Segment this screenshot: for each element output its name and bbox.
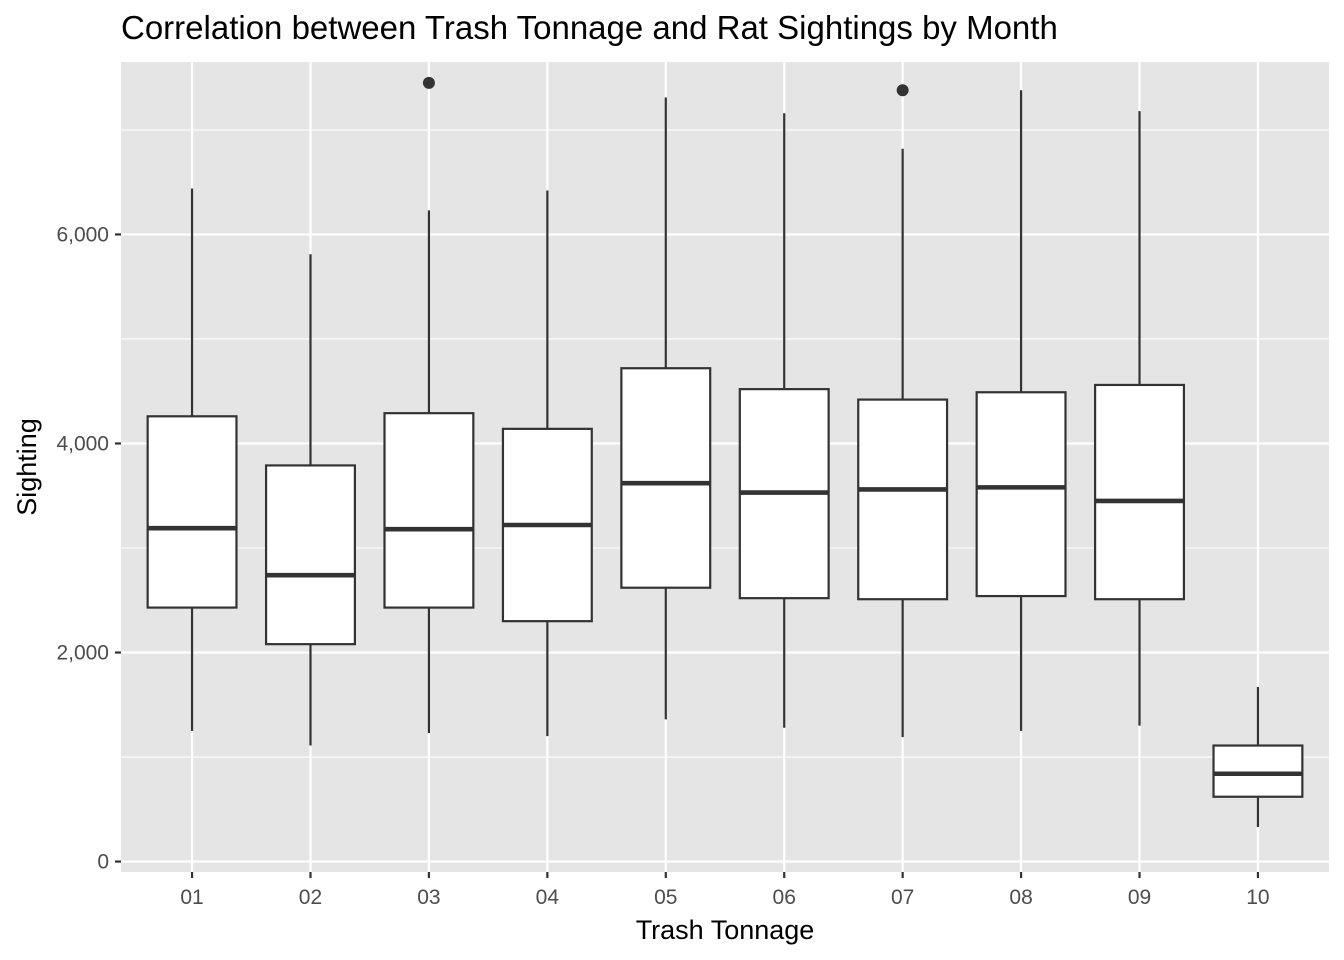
x-tick-label: 09 bbox=[1128, 886, 1151, 909]
x-axis-title: Trash Tonnage bbox=[636, 915, 815, 945]
x-tick-label: 02 bbox=[299, 886, 322, 909]
x-tick-label: 01 bbox=[180, 886, 203, 909]
outlier-point bbox=[896, 84, 909, 97]
box-body bbox=[620, 367, 712, 589]
box-02 bbox=[264, 254, 357, 746]
axes: 0 2,000 4,000 6,000 01 02 03 04 05 06 07 08 09 10 bbox=[56, 223, 1269, 909]
box-body bbox=[383, 412, 475, 609]
x-tick-label: 07 bbox=[891, 886, 914, 909]
y-axis-title: Sighting bbox=[12, 418, 42, 516]
box-09 bbox=[1093, 111, 1186, 726]
box-body bbox=[264, 464, 357, 646]
x-tick-label: 05 bbox=[654, 886, 677, 909]
box-body bbox=[146, 415, 238, 609]
x-tick-label: 06 bbox=[773, 886, 796, 909]
box-05 bbox=[620, 97, 712, 720]
box-body bbox=[1212, 744, 1304, 798]
box-body bbox=[1093, 383, 1186, 601]
outlier-point bbox=[422, 76, 435, 89]
box-08 bbox=[975, 90, 1067, 731]
box-body bbox=[975, 391, 1067, 598]
box-03 bbox=[383, 76, 475, 733]
chart-title: Correlation between Trash Tonnage and Ra… bbox=[121, 9, 1058, 46]
y-tick-label: 0 bbox=[97, 851, 109, 874]
y-tick-label: 4,000 bbox=[56, 432, 109, 455]
x-tick-label: 10 bbox=[1246, 886, 1269, 909]
y-tick-label: 6,000 bbox=[56, 223, 109, 246]
x-tick-label: 04 bbox=[536, 886, 560, 909]
box-series bbox=[146, 76, 1304, 828]
box-01 bbox=[146, 188, 238, 731]
box-body bbox=[857, 398, 949, 601]
x-tick-label: 08 bbox=[1009, 886, 1032, 909]
box-10 bbox=[1212, 687, 1304, 828]
x-tick-label: 03 bbox=[417, 886, 440, 909]
y-tick-label: 2,000 bbox=[56, 642, 109, 665]
box-04 bbox=[501, 190, 593, 737]
box-07 bbox=[857, 84, 949, 738]
box-06 bbox=[738, 113, 830, 728]
